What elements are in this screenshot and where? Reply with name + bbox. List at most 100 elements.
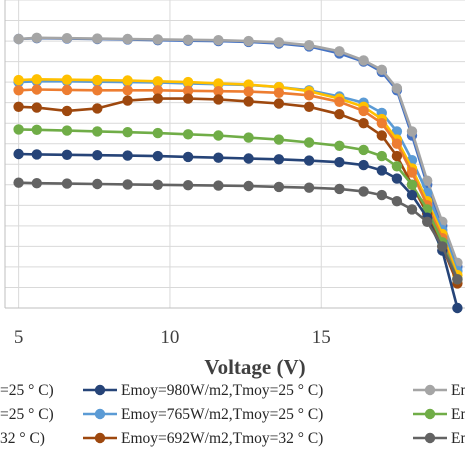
data-point: [152, 179, 163, 190]
data-point: [334, 109, 345, 120]
data-point: [243, 153, 254, 164]
data-point: [334, 46, 345, 57]
series-8: [13, 177, 463, 285]
data-point: [334, 157, 345, 168]
data-point: [391, 196, 403, 207]
data-point: [376, 64, 387, 76]
data-point: [273, 134, 285, 145]
data-point: [122, 75, 133, 86]
legend-label: 32 ° C): [0, 430, 45, 447]
data-point: [273, 98, 285, 109]
data-point: [213, 130, 224, 141]
data-point: [152, 150, 163, 162]
legend-label: =25 ° C): [0, 406, 54, 423]
legend-marker-dot: [424, 384, 436, 396]
data-point: [152, 34, 163, 45]
data-point: [92, 150, 103, 161]
legend-marker-dot: [94, 432, 106, 444]
data-point: [391, 83, 403, 94]
legend-label: Emoy=980W/m2,Tmoy=25 ° C): [121, 382, 323, 399]
x-tick-label: 5: [14, 327, 24, 348]
plot-area: [13, 32, 463, 314]
legend-marker-dot: [424, 408, 436, 420]
data-point: [376, 165, 387, 176]
data-point: [452, 274, 463, 285]
data-point: [61, 84, 73, 96]
data-point: [391, 161, 403, 172]
data-point: [13, 148, 24, 160]
data-point: [152, 93, 163, 104]
data-point: [376, 118, 387, 129]
data-point: [406, 126, 418, 137]
data-point: [182, 129, 194, 140]
legend-label: Emoy: [451, 382, 465, 399]
data-point: [334, 96, 345, 108]
data-point: [391, 138, 403, 149]
legend-marker: [83, 408, 117, 420]
legend-label: Emoy=692W/m2,Tmoy=32 ° C): [121, 430, 323, 447]
data-point: [122, 127, 133, 138]
data-point: [61, 105, 73, 117]
legend-marker: [413, 408, 447, 420]
data-point: [243, 35, 254, 47]
legend-marker: [83, 432, 117, 444]
data-point: [406, 204, 418, 215]
data-point: [213, 86, 224, 97]
data-point: [122, 95, 133, 106]
data-point: [13, 177, 24, 188]
data-point: [376, 189, 387, 201]
data-point: [122, 33, 133, 45]
data-point: [92, 178, 103, 190]
data-point: [31, 178, 42, 189]
data-point: [92, 74, 103, 86]
grid-lines: [4, 0, 465, 309]
data-point: [243, 96, 254, 107]
data-point: [31, 102, 42, 113]
data-point: [391, 173, 403, 184]
data-point: [334, 140, 345, 151]
data-point: [13, 33, 24, 45]
data-point: [213, 35, 224, 46]
data-point: [92, 103, 103, 114]
data-point: [391, 150, 403, 162]
legend-marker: [83, 384, 117, 396]
legend-marker-dot: [94, 408, 106, 420]
data-point: [61, 74, 73, 85]
data-point: [358, 159, 369, 171]
data-point: [243, 180, 254, 192]
data-point: [61, 178, 73, 189]
data-point: [31, 32, 42, 43]
legend-label: Emoy: [451, 430, 465, 447]
data-point: [303, 182, 315, 193]
data-point: [182, 85, 194, 97]
legend: =25 ° C) Emoy=980W/m2,Tmoy=25 ° C) Emoy =25…: [0, 382, 465, 447]
data-point: [452, 302, 463, 314]
data-point: [31, 74, 42, 85]
data-point: [182, 151, 194, 163]
data-point: [182, 76, 194, 88]
data-point: [13, 85, 24, 96]
data-point: [152, 76, 163, 87]
data-point: [182, 34, 194, 45]
legend-marker: [413, 384, 447, 396]
data-point: [213, 94, 224, 105]
data-point: [13, 101, 24, 113]
data-point: [358, 105, 369, 117]
data-point: [376, 150, 387, 162]
data-point: [358, 186, 369, 197]
data-point: [213, 152, 224, 163]
data-point: [273, 37, 285, 48]
data-point: [422, 175, 433, 186]
data-point: [303, 155, 315, 166]
data-point: [376, 130, 387, 141]
data-point: [273, 87, 285, 99]
series-4: [13, 84, 463, 285]
data-point: [31, 149, 42, 160]
data-point: [303, 90, 315, 101]
data-point: [31, 84, 42, 95]
data-point: [243, 132, 254, 143]
data-point: [358, 144, 369, 156]
data-point: [61, 125, 73, 136]
data-point: [273, 154, 285, 165]
data-point: [358, 118, 369, 129]
